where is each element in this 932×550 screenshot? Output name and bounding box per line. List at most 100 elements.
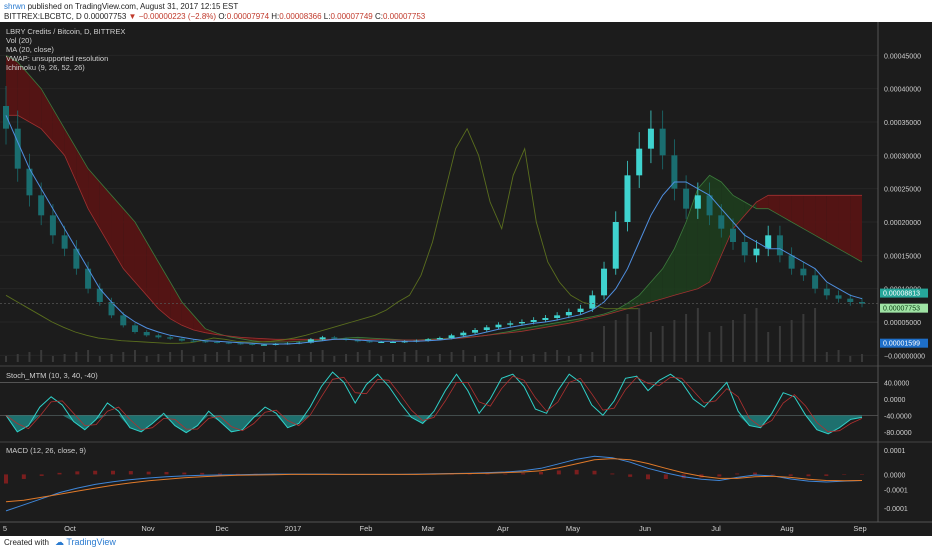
ichimoku-cloud-segment	[650, 268, 663, 302]
volume-bar	[591, 352, 594, 362]
candle	[190, 340, 197, 342]
macd-histogram-bar	[182, 472, 187, 475]
candle	[85, 268, 92, 289]
ichimoku-cloud-segment	[615, 303, 628, 312]
volume-bar	[63, 354, 66, 362]
candle	[131, 325, 138, 332]
macd-histogram-bar	[218, 473, 222, 475]
macd-histogram-bar	[628, 474, 633, 477]
volume-bar	[544, 352, 547, 362]
legend-ichimoku: Ichimoku (9, 26, 52, 26)	[6, 63, 85, 72]
cloud-icon: ☁	[55, 537, 64, 547]
volume-bar	[356, 352, 359, 362]
volume-bar	[708, 332, 711, 362]
open-value: 0.00007974	[226, 12, 270, 21]
volume-bar	[391, 354, 394, 362]
candle	[167, 337, 174, 339]
price-change: −0.00000223 (−2.8%)	[138, 12, 217, 21]
volume-bar	[227, 350, 230, 362]
ichimoku-cloud-segment	[779, 195, 792, 222]
price-tick-label: 0.00020000	[884, 220, 921, 227]
macd-histogram-bar	[21, 474, 26, 479]
brand-label: TradingView	[66, 537, 116, 547]
macd-tick-label: 0.0000	[884, 472, 906, 479]
x-tick-label: Oct	[64, 524, 77, 533]
price-tick-label: 0.00005000	[884, 320, 921, 327]
ichimoku-cloud-segment	[639, 282, 651, 306]
candle	[378, 342, 385, 343]
macd-histogram-bar	[467, 474, 472, 475]
volume-bar	[16, 354, 19, 362]
macd-histogram-bar	[753, 472, 757, 475]
candle	[718, 215, 725, 229]
candle	[694, 195, 701, 209]
candle	[577, 308, 584, 312]
volume-bar	[661, 326, 664, 362]
macd-histogram-bar	[146, 471, 151, 475]
candle	[788, 255, 795, 269]
close-label: C:	[374, 12, 383, 21]
price-tag-label: 0.00008813	[883, 291, 920, 298]
volume-bar	[790, 320, 793, 362]
down-arrow-icon: ▼	[128, 12, 137, 21]
volume-bar	[849, 356, 852, 362]
macd-signal-line	[5, 458, 863, 503]
ichimoku-cloud-segment	[193, 315, 206, 333]
high-value: 0.00008366	[279, 12, 322, 21]
x-tick-label: May	[566, 524, 580, 533]
candle	[307, 339, 314, 343]
x-tick-label: Nov	[141, 524, 155, 533]
volume-bar	[614, 320, 617, 362]
x-tick-label: Jul	[711, 524, 721, 533]
lagging-span	[5, 127, 640, 344]
candle	[765, 235, 772, 249]
candle	[518, 322, 525, 324]
ichimoku-cloud-segment	[41, 88, 53, 142]
ichimoku-cloud-segment	[111, 195, 124, 269]
volume-bar	[720, 326, 723, 362]
volume-bar	[298, 354, 301, 362]
price-tag-box	[880, 288, 928, 298]
volume-bar	[638, 308, 641, 362]
tradingview-logo[interactable]: ☁ TradingView	[55, 537, 116, 548]
ichimoku-cloud-segment	[64, 128, 77, 182]
candle	[847, 298, 854, 302]
ichimoku-cloud-segment	[826, 195, 839, 249]
low-value: 0.00007749	[330, 12, 373, 21]
volume-bar	[110, 354, 113, 362]
macd-histogram-bar	[449, 474, 454, 475]
candle	[3, 106, 9, 129]
ichimoku-cloud-segment	[6, 55, 18, 116]
volume-bar	[262, 352, 265, 362]
macd-tick-label: -0.0001	[884, 488, 908, 495]
macd-histogram-bar	[646, 474, 650, 480]
candle	[389, 342, 396, 343]
candle	[683, 188, 690, 209]
macd-histogram-bar	[93, 470, 98, 475]
legend-macd: MACD (12, 26, close, 9)	[6, 446, 87, 455]
volume-bar	[497, 352, 500, 362]
ichimoku-cloud-segment	[181, 302, 194, 330]
ichimoku-cloud-segment	[252, 338, 264, 342]
volume-bar	[778, 326, 781, 362]
volume-bar	[825, 352, 828, 362]
x-tick-label: Aug	[780, 524, 793, 533]
ichimoku-cloud-segment	[791, 195, 804, 229]
author-link[interactable]: shrwn	[4, 2, 26, 11]
chart-canvas[interactable]: 0.00045000 0.00040000 0.00035000 0.00030000…	[0, 22, 932, 536]
volume-bar	[861, 354, 863, 362]
volume-bar	[333, 356, 336, 362]
ichimoku-cloud-segment	[662, 248, 675, 299]
candle	[401, 341, 408, 343]
candle	[659, 128, 666, 156]
candle	[565, 312, 572, 316]
macd-histogram-bar	[806, 474, 811, 477]
x-tick-label: Apr	[497, 524, 509, 533]
macd-histogram-bar	[521, 473, 526, 475]
volume-bar	[450, 352, 453, 362]
ichimoku-cloud-segment	[803, 195, 816, 236]
x-tick-label: Feb	[360, 524, 373, 533]
volume-bar	[75, 352, 78, 362]
ichimoku-cloud-segment	[158, 262, 171, 319]
ichimoku-cloud-segment	[744, 202, 757, 216]
